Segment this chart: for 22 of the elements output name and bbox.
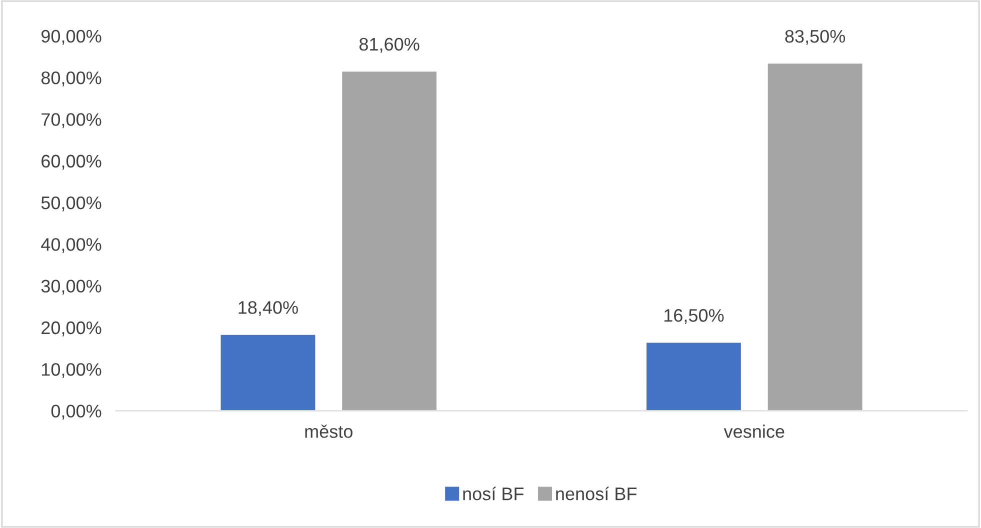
legend-label: nosí BF [463,486,524,500]
x-tick-label: vesnice [724,424,784,438]
data-label: 16,50% [664,309,724,324]
y-tick-label: 70,00% [42,113,102,128]
y-tick-label: 10,00% [42,363,102,378]
bar [340,70,438,411]
data-label: 81,60% [359,38,420,53]
y-tick-label: 80,00% [41,71,102,86]
bar [645,341,742,411]
data-label: 18,40% [238,301,298,316]
bar [219,333,317,411]
bar [766,62,864,411]
x-tick-label: město [305,424,352,438]
y-tick-label: 0,00% [51,404,102,420]
y-tick-label: 50,00% [41,196,102,212]
y-tick-label: 40,00% [41,238,102,254]
y-tick-label: 30,00% [41,280,102,295]
y-tick-label: 20,00% [42,321,102,336]
legend-label: nenosí BF [556,486,637,500]
y-tick-label: 90,00% [41,30,102,45]
data-label: 83,50% [785,30,846,45]
y-tick-label: 60,00% [42,154,102,170]
